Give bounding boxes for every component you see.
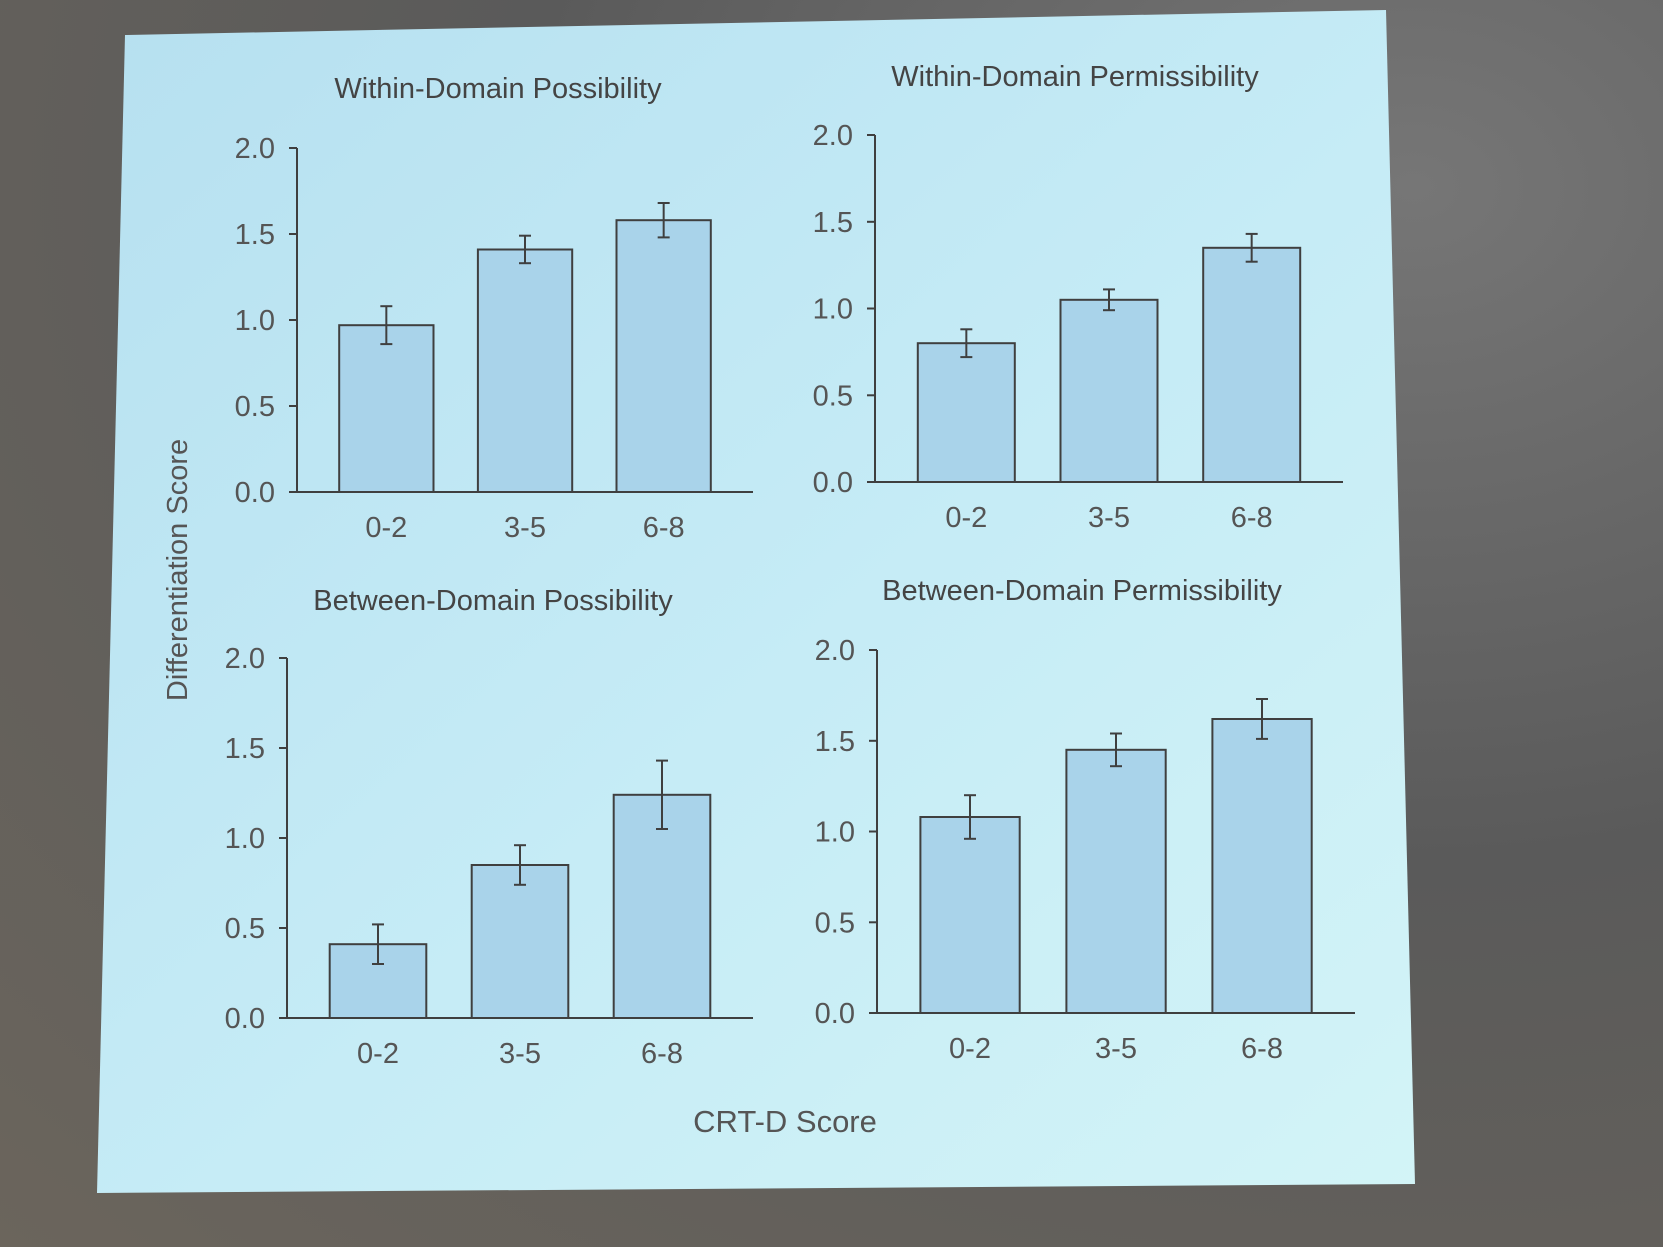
- x-tick-label: 0-2: [945, 502, 987, 534]
- bar-0-2: [338, 324, 435, 494]
- y-tick-label: 1.0: [225, 823, 265, 855]
- y-tick-label: 2.0: [813, 120, 853, 152]
- y-axis-label: Differentiation Score: [162, 439, 194, 701]
- y-tick-label: 1.5: [813, 207, 853, 239]
- y-tick-label: 0.0: [813, 467, 853, 499]
- y-tick-label: 0.0: [235, 477, 275, 509]
- error-bars: [960, 232, 1258, 359]
- bars: [916, 246, 1302, 484]
- y-tick-label: 0.5: [815, 907, 855, 939]
- panel-within-domain-permissibility: Within-Domain Permissibility 0.0 0.5 1.0 1.…: [813, 61, 1343, 534]
- bar-0-2: [916, 342, 1016, 484]
- x-tick-label: 3-5: [499, 1038, 541, 1070]
- panel-title: Within-Domain Possibility: [334, 73, 662, 105]
- y-tick-label: 2.0: [815, 635, 855, 667]
- error-bars: [372, 759, 668, 965]
- x-tick-label: 3-5: [1088, 502, 1130, 534]
- axes: [874, 135, 1343, 483]
- bars: [328, 793, 712, 1020]
- axes: [296, 148, 753, 493]
- y-ticks: 0.0 0.5 1.0 1.5 2.0: [225, 643, 287, 1035]
- y-tick-label: 0.5: [235, 391, 275, 423]
- error-bar-6-8: [1245, 232, 1258, 263]
- x-tick-label: 6-8: [1241, 1033, 1283, 1065]
- y-tick-label: 0.0: [815, 998, 855, 1030]
- bar-3-5: [1059, 298, 1159, 483]
- x-tick-label: 0-2: [949, 1033, 991, 1065]
- x-tick-label: 3-5: [1095, 1033, 1137, 1065]
- bar-3-5: [470, 864, 570, 1019]
- error-bar-0-2: [964, 794, 976, 840]
- error-bar-6-8: [656, 759, 668, 830]
- x-tick-label: 6-8: [1231, 502, 1273, 534]
- y-tick-label: 1.0: [813, 294, 853, 326]
- y-ticks: 0.0 0.5 1.0 1.5 2.0: [813, 120, 875, 499]
- bar-6-8: [1202, 246, 1302, 483]
- y-tick-label: 1.0: [235, 305, 275, 337]
- panel-title: Between-Domain Possibility: [313, 585, 673, 617]
- y-tick-label: 2.0: [235, 133, 275, 165]
- error-bars: [964, 698, 1268, 840]
- panel-within-domain-possibility: Within-Domain Possibility 0.0 0.5 1.0 1.5 2.…: [235, 73, 753, 544]
- x-axis-label: CRT-D Score: [693, 1104, 877, 1139]
- y-tick-label: 1.0: [815, 817, 855, 849]
- error-bar-0-2: [380, 305, 393, 346]
- y-tick-label: 1.5: [235, 219, 275, 251]
- x-ticks: 0-2 3-5 6-8: [357, 1038, 683, 1070]
- error-bar-6-8: [1256, 698, 1268, 740]
- bar-6-8: [615, 219, 712, 493]
- panel-between-domain-permissibility: Between-Domain Permissibility 0.0 0.5 1.0 1…: [815, 575, 1355, 1065]
- error-bar-3-5: [514, 844, 526, 886]
- error-bar-3-5: [1110, 732, 1122, 768]
- error-bar-3-5: [1103, 288, 1115, 312]
- bar-3-5: [476, 248, 574, 493]
- x-tick-label: 0-2: [365, 512, 407, 544]
- panel-between-domain-possibility: Between-Domain Possibility 0.0 0.5 1.0 1.5 2…: [225, 585, 753, 1070]
- x-tick-label: 6-8: [643, 512, 685, 544]
- x-tick-label: 0-2: [357, 1038, 399, 1070]
- x-tick-label: 3-5: [504, 512, 546, 544]
- error-bars: [380, 202, 670, 346]
- panel-title: Between-Domain Permissibility: [882, 575, 1282, 607]
- axes: [876, 650, 1355, 1014]
- y-ticks: 0.0 0.5 1.0 1.5 2.0: [235, 133, 297, 509]
- x-ticks: 0-2 3-5 6-8: [949, 1033, 1283, 1065]
- y-tick-label: 1.5: [815, 726, 855, 758]
- bar-3-5: [1065, 748, 1167, 1014]
- error-bar-3-5: [519, 234, 531, 265]
- error-bar-0-2: [372, 923, 384, 965]
- bar-0-2: [919, 816, 1021, 1014]
- x-ticks: 0-2 3-5 6-8: [365, 512, 684, 544]
- bars: [919, 718, 1313, 1014]
- y-tick-label: 0.5: [225, 913, 265, 945]
- panel-title: Within-Domain Permissibility: [891, 61, 1259, 93]
- y-tick-label: 2.0: [225, 643, 265, 675]
- y-tick-label: 0.5: [813, 380, 853, 412]
- error-bar-0-2: [960, 328, 973, 359]
- y-ticks: 0.0 0.5 1.0 1.5 2.0: [815, 635, 877, 1030]
- bar-6-8: [1211, 718, 1313, 1014]
- y-tick-label: 1.5: [225, 733, 265, 765]
- error-bar-6-8: [657, 202, 670, 239]
- x-ticks: 0-2 3-5 6-8: [945, 502, 1272, 534]
- x-tick-label: 6-8: [641, 1038, 683, 1070]
- bars: [338, 219, 712, 494]
- y-tick-label: 0.0: [225, 1003, 265, 1035]
- axes: [286, 658, 753, 1019]
